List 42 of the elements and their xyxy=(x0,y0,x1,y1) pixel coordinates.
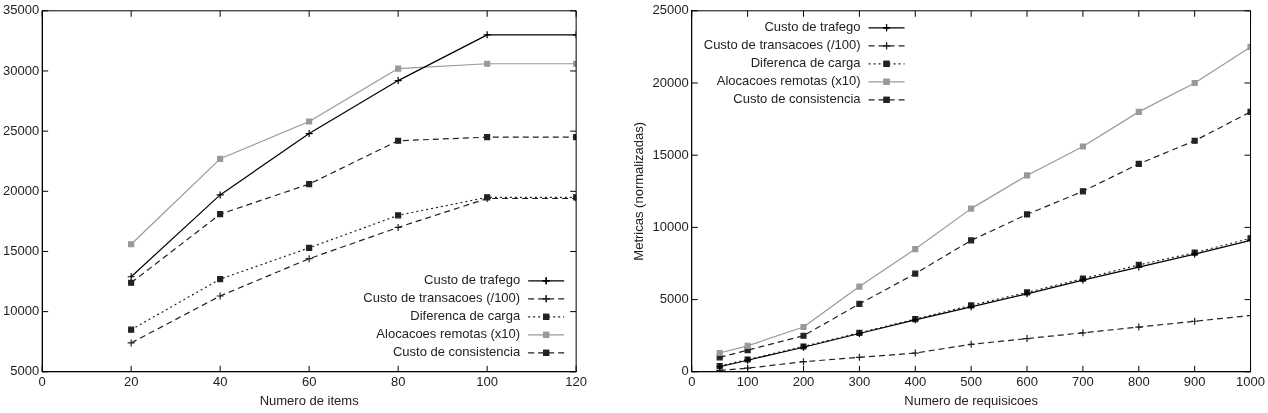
y-tick-label: 20000 xyxy=(2,182,40,198)
y-tick-label: 15000 xyxy=(652,146,689,162)
y-tick-label: 20000 xyxy=(652,74,689,90)
y-tick-label: 5000 xyxy=(659,291,689,307)
x-tick-label: 400 xyxy=(904,374,927,390)
y-tick-label: 10000 xyxy=(652,218,689,234)
x-tick-label: 1000 xyxy=(1236,374,1265,390)
x-tick-label: 40 xyxy=(212,374,228,390)
y-tick-label: 0 xyxy=(681,363,689,379)
legend-label: Alocacoes remotas (x10) xyxy=(376,326,521,342)
x-tick-label: 20 xyxy=(123,374,139,390)
legend-label: Custo de transacoes (/100) xyxy=(703,37,861,53)
x-tick-label: 120 xyxy=(565,374,588,390)
x-tick-label: 800 xyxy=(1127,374,1150,390)
x-tick-label: 700 xyxy=(1072,374,1094,390)
x-axis-title: Numero de requisicoes xyxy=(904,392,1039,408)
legend-label: Custo de consistencia xyxy=(733,91,862,107)
y-tick-label: 35000 xyxy=(2,2,40,18)
x-tick-label: 600 xyxy=(1016,374,1038,390)
x-axis-title: Numero de items xyxy=(259,392,360,408)
x-tick-label: 80 xyxy=(390,374,406,390)
x-tick-label: 200 xyxy=(792,374,815,390)
legend-label: Custo de trafego xyxy=(424,272,521,288)
x-tick-label: 300 xyxy=(848,374,871,390)
legend-label: Diferenca de carga xyxy=(750,55,862,71)
x-tick-label: 60 xyxy=(301,374,317,390)
y-tick-label: 5000 xyxy=(10,363,40,379)
legend-label: Alocacoes remotas (x10) xyxy=(716,73,861,89)
x-tick-label: 100 xyxy=(736,374,759,390)
legend-label: Custo de trafego xyxy=(764,19,861,35)
x-tick-label: 100 xyxy=(476,374,499,390)
x-tick-label: 500 xyxy=(960,374,982,390)
y-axis-title: Metricas (normalizadas) xyxy=(631,121,647,261)
legend-label: Custo de consistencia xyxy=(392,344,521,360)
y-tick-label: 10000 xyxy=(2,303,40,319)
y-tick-label: 25000 xyxy=(2,122,40,138)
legend-label: Custo de transacoes (/100) xyxy=(363,290,521,306)
legend-label: Diferenca de carga xyxy=(410,308,521,324)
x-tick-label: 900 xyxy=(1183,374,1206,390)
y-tick-label: 30000 xyxy=(2,62,40,78)
y-tick-label: 15000 xyxy=(2,243,40,259)
y-tick-label: 25000 xyxy=(652,2,689,18)
